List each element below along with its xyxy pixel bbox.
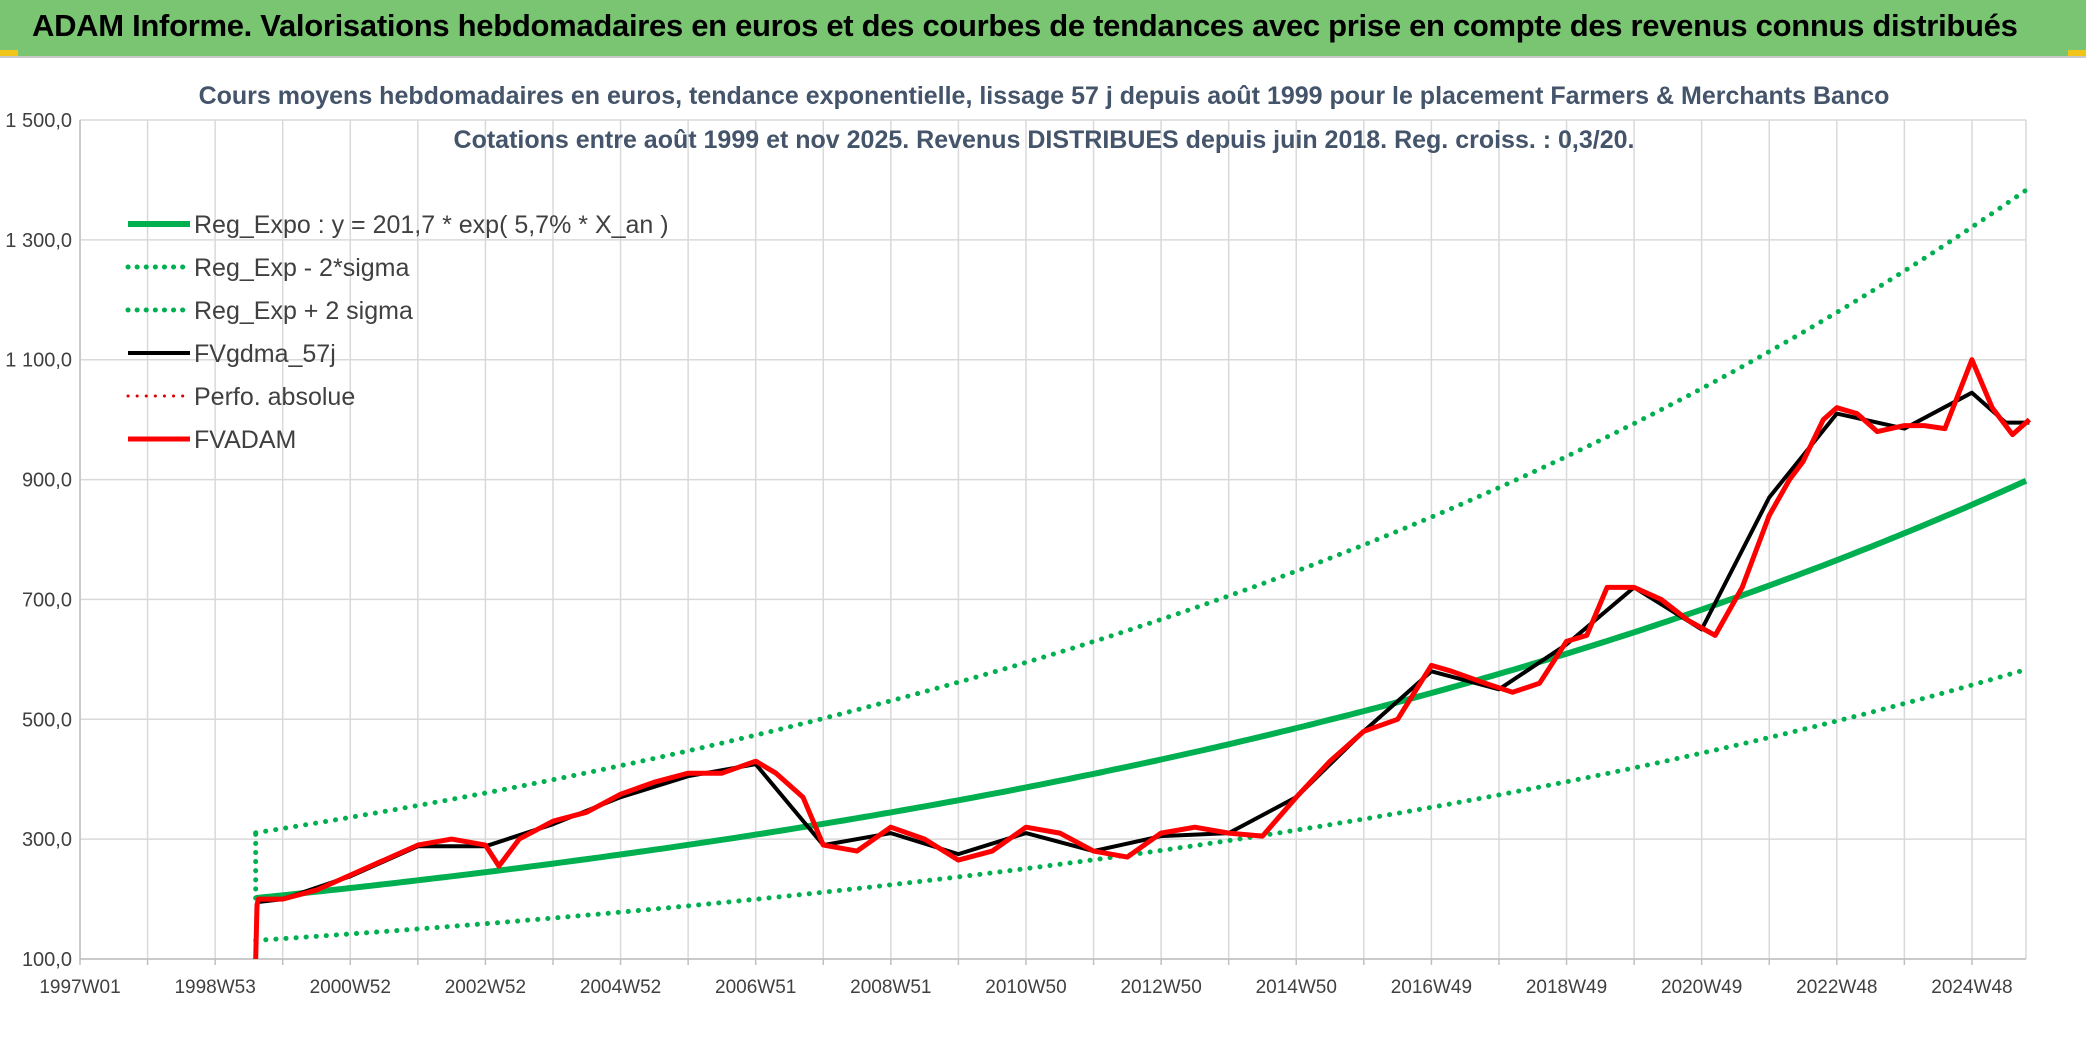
x-tick-label: 2010W50 xyxy=(985,977,1066,998)
series-line-reg-exp-minus-2sigma xyxy=(253,667,2029,943)
chart-title-line-2: Cotations entre août 1999 et nov 2025. R… xyxy=(454,126,1635,154)
series-line-fvgdma-57j xyxy=(256,390,2030,905)
y-tick-label: 900,0 xyxy=(22,470,72,492)
y-tick-label: 500,0 xyxy=(22,709,72,731)
x-tick-label: 2004W52 xyxy=(580,977,661,998)
report-title: ADAM Informe. Valorisations hebdomadaire… xyxy=(32,8,2018,43)
x-tick-label: 2014W50 xyxy=(1256,977,1337,998)
x-tick-label: 2008W51 xyxy=(850,977,931,998)
y-tick-label: 1 300,0 xyxy=(5,230,72,252)
corner-mark-right xyxy=(2068,50,2086,56)
x-tick-label: 2020W49 xyxy=(1661,977,1742,998)
series-line-reg-exp-plus-2sigma xyxy=(253,187,2029,836)
legend-label: Reg_Exp - 2*sigma xyxy=(194,254,409,282)
legend-label: Perfo. absolue xyxy=(194,383,355,411)
y-tick-label: 1 100,0 xyxy=(5,350,72,372)
x-tick-label: 2022W48 xyxy=(1796,977,1877,998)
y-tick-label: 1 500,0 xyxy=(5,110,72,132)
chart-series xyxy=(253,187,2032,960)
legend-label: Reg_Exp + 2 sigma xyxy=(194,297,413,325)
x-axis-ticks: 1997W01 1998W53 2000W52 2002W52 2004W52 2006W… xyxy=(39,977,2012,998)
legend-label: FVgdma_57j xyxy=(194,340,336,368)
corner-mark-left xyxy=(0,50,18,56)
x-tick-label: 1998W53 xyxy=(174,977,255,998)
x-tick-label: 2012W50 xyxy=(1120,977,1201,998)
y-tick-label: 700,0 xyxy=(22,589,72,611)
chart-title-line-1: Cours moyens hebdomadaires en euros, ten… xyxy=(199,82,1890,110)
x-tick-label: 2018W49 xyxy=(1526,977,1607,998)
y-axis-ticks: 1 500,0 1 300,0 1 100,0 900,0 700,0 500,0 300,… xyxy=(5,110,72,971)
chart: Cours moyens hebdomadaires en euros, ten… xyxy=(5,82,2032,998)
series-line-reg-expo xyxy=(255,478,2028,902)
x-tick-label: 2006W51 xyxy=(715,977,796,998)
y-tick-label: 100,0 xyxy=(22,949,72,971)
chart-legend: Reg_Expo : y = 201,7 * exp( 5,7% * X_an … xyxy=(125,211,669,454)
report-header: ADAM Informe. Valorisations hebdomadaire… xyxy=(0,0,2086,58)
x-tick-label: 2016W49 xyxy=(1391,977,1472,998)
x-tick-label: 2000W52 xyxy=(310,977,391,998)
legend-label: Reg_Expo : y = 201,7 * exp( 5,7% * X_an … xyxy=(194,211,669,239)
y-tick-label: 300,0 xyxy=(22,829,72,851)
series-line-fvadam xyxy=(253,357,2032,960)
x-tick-label: 2024W48 xyxy=(1931,977,2012,998)
chart-grid xyxy=(79,119,2027,965)
x-tick-label: 1997W01 xyxy=(39,977,120,998)
x-tick-label: 2002W52 xyxy=(445,977,526,998)
legend-label: FVADAM xyxy=(194,426,296,454)
